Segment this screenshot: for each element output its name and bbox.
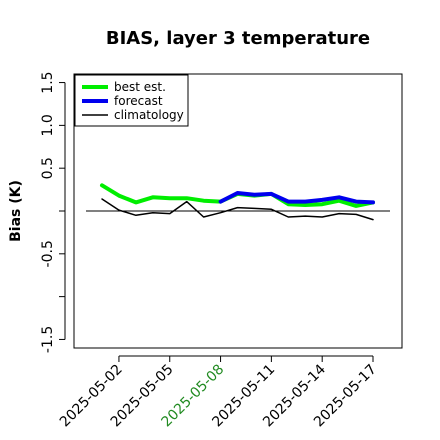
- series-line-forecast: [218, 191, 375, 205]
- y-tick-label: -1.5: [40, 326, 56, 353]
- y-tick-label: 1.0: [40, 114, 56, 136]
- series-line-best-est: [100, 183, 375, 208]
- y-tick-label: -0.5: [40, 240, 56, 267]
- series-line-climatology: [101, 198, 374, 221]
- chart-title: BIAS, layer 3 temperature: [106, 28, 370, 49]
- legend-label: forecast: [114, 94, 163, 108]
- x-axis: 2025-05-022025-05-052025-05-082025-05-11…: [57, 355, 380, 430]
- y-axis-label: Bias (K): [8, 180, 24, 242]
- y-tick-label: 1.5: [40, 71, 56, 93]
- legend-label: climatology: [114, 108, 184, 122]
- y-tick-label: 0.5: [40, 157, 56, 179]
- legend-label: best est.: [114, 80, 166, 94]
- plot-area: [73, 73, 403, 349]
- series-layer: [86, 183, 390, 221]
- y-axis: -1.5 -0.5 0.5 1.0 1.5: [40, 71, 66, 353]
